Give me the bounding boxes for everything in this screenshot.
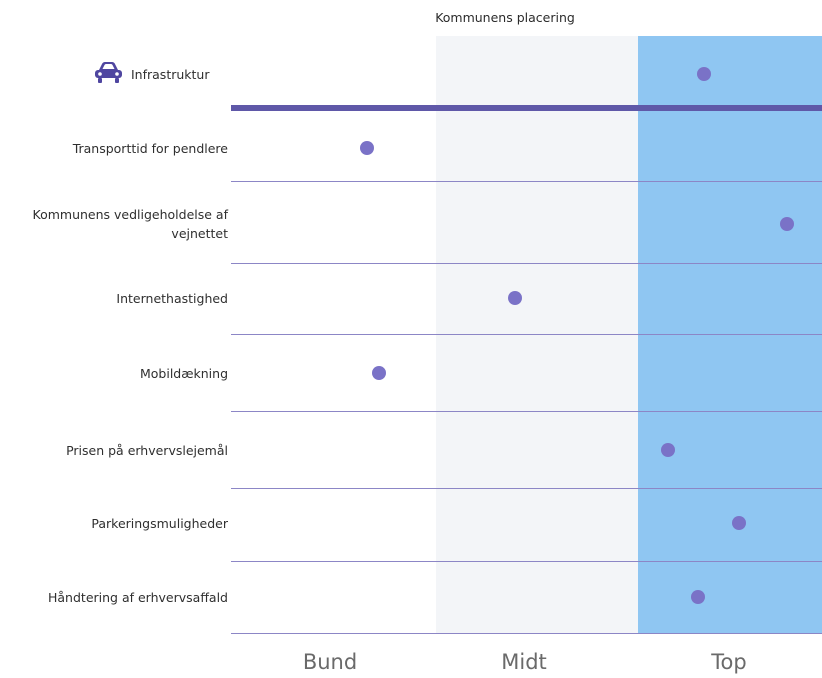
header-category: Infrastruktur <box>92 61 210 88</box>
row-divider <box>231 334 822 335</box>
x-tick-top: Top <box>711 650 747 674</box>
data-point <box>690 590 705 604</box>
row-divider <box>231 561 822 562</box>
header-divider <box>231 105 822 111</box>
car-icon <box>92 61 125 88</box>
data-point <box>359 141 374 155</box>
row-divider <box>231 411 822 412</box>
chart-title: Kommunens placering <box>435 10 575 25</box>
row-divider <box>231 633 822 634</box>
header-data-point <box>696 67 711 81</box>
band-bund <box>231 36 436 634</box>
header-category-label: Infrastruktur <box>131 66 210 82</box>
row-divider <box>231 181 822 182</box>
x-tick-midt: Midt <box>501 650 547 674</box>
data-point <box>371 366 386 380</box>
data-point <box>507 291 522 305</box>
row-label: Mobildækning <box>139 366 228 381</box>
band-top <box>638 36 822 634</box>
data-point <box>732 516 747 530</box>
row-label: Parkeringsmuligheder <box>91 516 228 531</box>
row-label: Håndtering af erhvervsaffald <box>48 590 228 605</box>
x-tick-bund: Bund <box>302 650 358 674</box>
row-label: Internethastighed <box>116 291 228 306</box>
band-midt <box>436 36 638 634</box>
row-divider <box>231 488 822 489</box>
row-label: Transporttid for pendlere <box>72 141 228 156</box>
data-point <box>779 217 794 231</box>
row-divider <box>231 263 822 264</box>
row-label: Prisen på erhvervslejemål <box>66 443 228 458</box>
row-label: Kommunens vedligeholdelse af vejnettet <box>32 207 229 241</box>
data-point <box>661 443 676 457</box>
